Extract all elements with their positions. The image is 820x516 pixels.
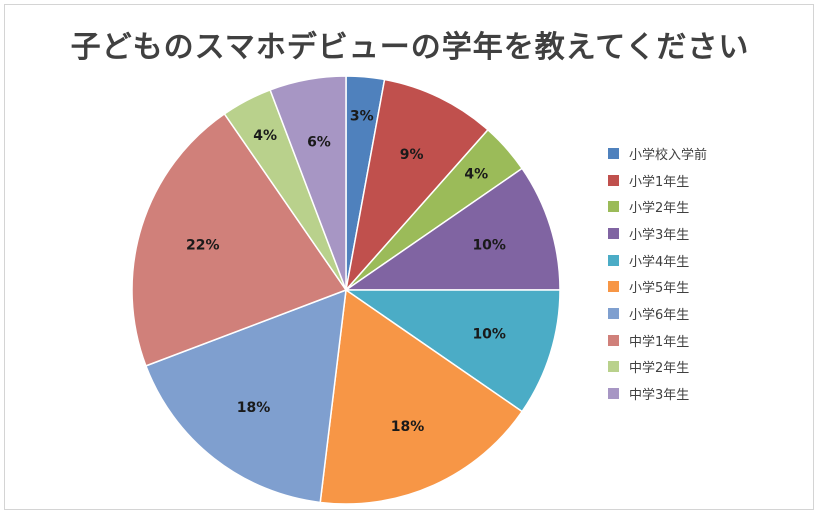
slice-label-1: 9% — [400, 147, 424, 163]
legend-label-7: 中学1年生 — [629, 334, 690, 350]
legend-label-1: 小学1年生 — [629, 174, 690, 190]
slice-label-5: 18% — [391, 419, 425, 435]
legend-swatch-9 — [608, 388, 619, 400]
chart-legend: 小学校入学前 小学1年生小学2年生小学3年生小学4年生小学5年生小学6年生中学1年… — [608, 140, 707, 407]
legend-item-4: 小学4年生 — [608, 247, 707, 274]
pie-slice-7 — [131, 112, 348, 367]
legend-label-4: 小学4年生 — [629, 254, 690, 270]
legend-swatch-3 — [608, 227, 619, 239]
legend-label-6: 小学6年生 — [629, 307, 690, 323]
chart-title: 子どものスマホデビューの学年を教えてください — [70, 30, 750, 65]
slice-label-0: 3% — [350, 109, 374, 125]
legend-item-3: 小学3年生 — [608, 220, 707, 247]
legend-label-9: 中学3年生 — [629, 388, 690, 404]
pie-slice-9 — [269, 75, 347, 291]
legend-swatch-8 — [608, 361, 619, 373]
slice-label-6: 18% — [237, 400, 271, 416]
pie-slice-6 — [144, 288, 347, 504]
pie-slice-3 — [343, 167, 561, 291]
legend-swatch-6 — [608, 307, 619, 319]
legend-item-1: 小学1年生 — [608, 167, 707, 194]
legend-swatch-5 — [608, 281, 619, 293]
legend-label-5: 小学5年生 — [629, 281, 690, 297]
legend-item-9: 中学3年生 — [608, 380, 707, 407]
slice-label-8: 4% — [253, 128, 277, 144]
legend-item-6: 小学6年生 — [608, 300, 707, 327]
legend-label-2: 小学2年生 — [629, 201, 690, 217]
legend-swatch-7 — [608, 334, 619, 346]
slice-label-9: 6% — [307, 134, 331, 150]
legend-swatch-2 — [608, 201, 619, 213]
legend-label-0: 小学校入学前 — [629, 147, 708, 163]
legend-swatch-0 — [608, 147, 619, 159]
legend-item-7: 中学1年生 — [608, 327, 707, 354]
pie-slice-4 — [343, 289, 561, 413]
legend-item-2: 小学2年生 — [608, 193, 707, 220]
slice-label-7: 22% — [186, 237, 220, 253]
legend-label-8: 中学2年生 — [629, 361, 690, 377]
legend-item-5: 小学5年生 — [608, 273, 707, 300]
legend-swatch-1 — [608, 174, 619, 186]
legend-item-8: 中学2年生 — [608, 354, 707, 381]
slice-label-2: 4% — [464, 167, 488, 183]
slice-label-3: 10% — [472, 237, 506, 253]
pie-slice-1 — [344, 78, 489, 293]
legend-item-0: 小学校入学前 — [608, 140, 707, 167]
legend-swatch-4 — [608, 254, 619, 266]
slice-label-4: 10% — [472, 327, 506, 343]
legend-label-3: 小学3年生 — [629, 227, 690, 243]
pie-slice-5 — [319, 288, 524, 505]
